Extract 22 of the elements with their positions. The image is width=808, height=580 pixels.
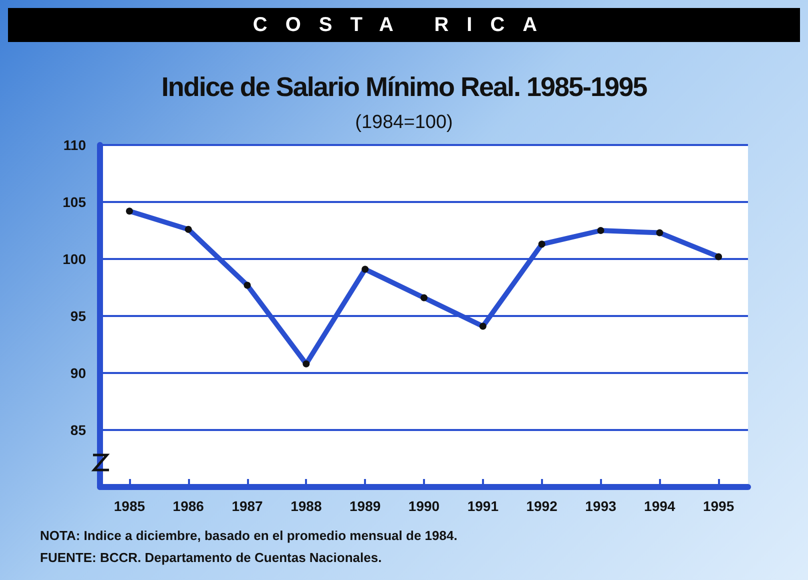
x-tick-label: 1989 bbox=[350, 498, 381, 514]
text: COSTA RICA bbox=[8, 8, 800, 42]
y-tick-label: 105 bbox=[62, 194, 86, 210]
chart-title: Indice de Salario Mínimo Real. 1985-1995 bbox=[160, 72, 648, 103]
x-tick-label: 1985 bbox=[114, 498, 146, 514]
x-tick-label: 1992 bbox=[526, 498, 558, 514]
y-tick-label: 100 bbox=[62, 251, 86, 267]
x-tick-label: 1993 bbox=[585, 498, 617, 514]
y-tick-label: 95 bbox=[70, 308, 86, 324]
x-tick-label: 1987 bbox=[232, 498, 264, 514]
x-tick-label: 1988 bbox=[290, 498, 322, 514]
chart-subtitle: (1984=100) bbox=[354, 112, 454, 134]
x-tick-label: 1986 bbox=[172, 498, 204, 514]
y-tick-label: 110 bbox=[63, 137, 86, 153]
text: NOTA: Indice a diciembre, basado en el promedio mensual de 1984. bbox=[40, 527, 458, 545]
x-tick-label: 1991 bbox=[467, 498, 499, 514]
y-tick-label: 85 bbox=[70, 422, 86, 438]
x-tick-label: 1994 bbox=[644, 498, 676, 514]
x-tick-label: 1995 bbox=[702, 498, 734, 514]
x-tick-label: 1990 bbox=[408, 498, 440, 514]
y-tick-label: 90 bbox=[70, 365, 86, 381]
source-note: FUENTE: BCCR. Departamento de Cuentas Nacionales. bbox=[40, 549, 383, 567]
